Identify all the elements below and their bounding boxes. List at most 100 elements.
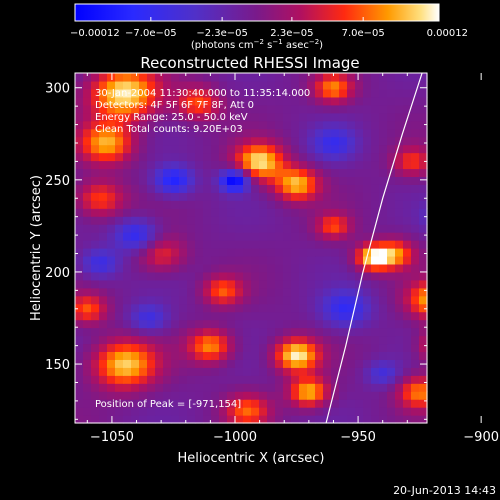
heatmap-cell: [403, 279, 412, 289]
heatmap-cell: [403, 351, 412, 360]
heatmap-cell: [139, 279, 148, 289]
heatmap-cell: [267, 240, 276, 249]
heatmap-cell: [331, 232, 340, 241]
heatmap-cell: [163, 335, 172, 345]
heatmap-cell: [347, 343, 356, 352]
heatmap-cell: [283, 335, 292, 345]
heatmap-cell: [99, 96, 108, 106]
heatmap-cell: [99, 311, 108, 321]
heatmap-cell: [347, 152, 356, 162]
heatmap-cell: [331, 287, 340, 297]
heatmap-cell: [259, 295, 268, 305]
heatmap-cell: [331, 208, 340, 217]
heatmap-cell: [419, 351, 428, 360]
heatmap-cell: [243, 319, 252, 329]
heatmap-cell: [411, 112, 420, 122]
heatmap-cell: [211, 88, 220, 98]
heatmap-cell: [115, 407, 124, 416]
heatmap-cell: [323, 176, 332, 185]
heatmap-cell: [275, 160, 284, 170]
heatmap-cell: [387, 96, 396, 106]
heatmap-cell: [163, 104, 172, 114]
heatmap-cell: [347, 279, 356, 289]
heatmap-cell: [403, 391, 412, 400]
heatmap-cell: [395, 255, 404, 265]
heatmap-cell: [203, 73, 212, 82]
heatmap-cell: [379, 263, 388, 273]
heatmap-cell: [363, 359, 372, 368]
heatmap-cell: [339, 232, 348, 241]
heatmap-cell: [195, 271, 204, 281]
heatmap-cell: [307, 88, 316, 98]
heatmap-cell: [243, 160, 252, 170]
heatmap-cell: [371, 208, 380, 217]
heatmap-cell: [107, 279, 116, 289]
heatmap-cell: [259, 327, 268, 337]
heatmap-cell: [211, 263, 220, 273]
heatmap-cell: [91, 327, 100, 337]
heatmap-cell: [195, 184, 204, 193]
heatmap-cell: [211, 279, 220, 289]
heatmap-cell: [331, 367, 340, 376]
heatmap-cell: [203, 415, 212, 424]
heatmap-cell: [283, 248, 292, 257]
heatmap-cell: [323, 383, 332, 392]
heatmap-cell: [99, 255, 108, 265]
heatmap-cell: [179, 279, 188, 289]
heatmap-cell: [371, 216, 380, 225]
heatmap-cell: [283, 319, 292, 329]
heatmap-cell: [403, 240, 412, 249]
heatmap-cell: [283, 104, 292, 114]
heatmap-cell: [179, 88, 188, 98]
heatmap-cell: [115, 279, 124, 289]
heatmap-cell: [139, 375, 148, 384]
heatmap-cell: [155, 303, 164, 313]
heatmap-cell: [387, 383, 396, 392]
heatmap-cell: [275, 343, 284, 352]
heatmap-cell: [123, 248, 132, 257]
heatmap-cell: [203, 367, 212, 376]
heatmap-cell: [99, 407, 108, 416]
heatmap-cell: [243, 399, 252, 408]
heatmap-cell: [419, 391, 428, 400]
heatmap-cell: [75, 192, 84, 201]
heatmap-cell: [307, 375, 316, 384]
heatmap-cell: [307, 104, 316, 114]
heatmap-cell: [171, 120, 180, 130]
heatmap-cell: [323, 144, 332, 154]
heatmap-cell: [83, 80, 92, 90]
heatmap-cell: [227, 160, 236, 170]
heatmap-cell: [91, 279, 100, 289]
heatmap-cell: [211, 160, 220, 170]
heatmap-cell: [83, 73, 92, 82]
heatmap-cell: [75, 248, 84, 257]
heatmap-cell: [211, 128, 220, 138]
heatmap-cell: [227, 399, 236, 408]
heatmap-cell: [179, 399, 188, 408]
heatmap-cell: [387, 128, 396, 138]
heatmap-cell: [259, 263, 268, 273]
heatmap-cell: [115, 144, 124, 154]
heatmap-cell: [267, 120, 276, 130]
heatmap-cell: [307, 192, 316, 201]
heatmap-cell: [251, 375, 260, 384]
heatmap-cell: [171, 263, 180, 273]
heatmap-cell: [99, 168, 108, 177]
heatmap-cell: [155, 351, 164, 360]
heatmap-cell: [411, 311, 420, 321]
heatmap-cell: [139, 208, 148, 217]
heatmap-cell: [387, 184, 396, 193]
heatmap-cell: [75, 295, 84, 305]
heatmap-cell: [139, 343, 148, 352]
heatmap-cell: [387, 287, 396, 297]
heatmap-cell: [323, 295, 332, 305]
heatmap-cell: [267, 184, 276, 193]
heatmap-cell: [155, 208, 164, 217]
heatmap-cell: [403, 224, 412, 233]
heatmap-cell: [219, 120, 228, 130]
heatmap-cell: [395, 295, 404, 305]
heatmap-cell: [395, 311, 404, 321]
heatmap-cell: [419, 88, 428, 98]
heatmap-cell: [403, 144, 412, 154]
heatmap-cell: [83, 391, 92, 400]
